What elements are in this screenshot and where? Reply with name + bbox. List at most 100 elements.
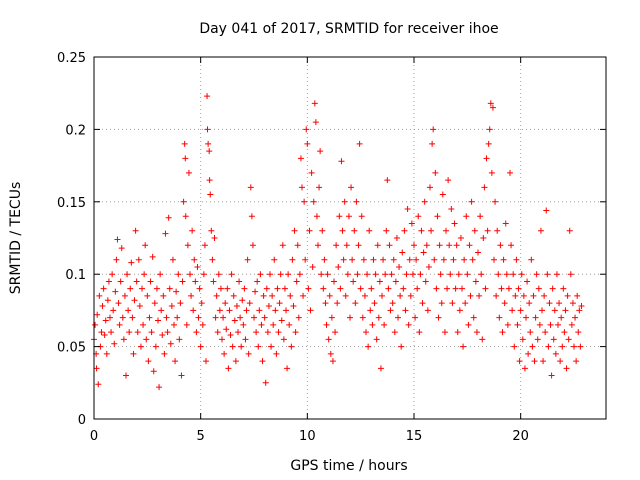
data-point	[465, 321, 472, 328]
data-point	[307, 307, 314, 314]
data-point	[166, 285, 173, 292]
data-point	[204, 93, 211, 100]
data-point	[502, 220, 509, 227]
data-point	[233, 303, 240, 310]
data-point	[573, 358, 580, 365]
data-point	[243, 307, 250, 314]
data-point	[407, 292, 414, 299]
data-point	[489, 104, 496, 111]
data-point	[429, 140, 436, 147]
x-axis-label: GPS time / hours	[290, 458, 407, 474]
data-point	[574, 292, 581, 299]
data-point	[118, 245, 125, 252]
data-point	[142, 242, 149, 249]
data-point	[174, 314, 181, 321]
data-point	[94, 311, 101, 318]
data-point	[507, 169, 513, 176]
data-point	[221, 350, 228, 357]
data-point	[96, 292, 103, 299]
data-point	[132, 227, 139, 234]
data-point	[533, 271, 540, 278]
data-point	[251, 314, 257, 321]
data-point	[350, 278, 357, 285]
data-point	[191, 256, 198, 263]
data-point	[445, 177, 452, 184]
data-point	[203, 358, 209, 365]
y-tick-label: 0.25	[57, 51, 86, 66]
data-point	[131, 297, 138, 304]
data-point	[144, 292, 151, 299]
data-point	[168, 303, 175, 310]
data-point	[104, 297, 111, 304]
data-point	[543, 207, 550, 214]
data-point	[434, 213, 441, 220]
data-point	[200, 271, 207, 278]
data-point	[525, 350, 532, 357]
data-point	[419, 300, 426, 307]
data-point	[566, 227, 573, 234]
data-point	[268, 343, 275, 350]
data-point	[212, 314, 219, 321]
data-point	[463, 213, 470, 220]
data-point	[253, 329, 260, 336]
data-point	[248, 213, 255, 220]
data-point	[192, 278, 199, 285]
data-point	[511, 343, 518, 350]
data-point	[318, 271, 325, 278]
data-point	[406, 256, 413, 263]
data-point	[214, 329, 221, 336]
data-point	[119, 314, 126, 321]
data-point	[357, 285, 364, 292]
data-point	[269, 292, 276, 299]
data-point	[343, 242, 350, 249]
data-point	[408, 220, 415, 227]
data-point	[390, 256, 397, 263]
data-point	[338, 158, 345, 165]
data-point	[127, 285, 134, 292]
data-point	[101, 332, 108, 339]
data-point	[348, 184, 355, 191]
x-tick-label: 15	[406, 429, 423, 444]
data-point	[510, 271, 517, 278]
data-point	[274, 285, 281, 292]
data-point	[449, 300, 456, 307]
data-point	[109, 271, 116, 278]
data-point	[334, 300, 341, 307]
data-point	[388, 271, 395, 278]
data-point	[335, 263, 342, 270]
data-point	[508, 242, 515, 249]
data-point	[159, 332, 166, 339]
data-point	[303, 126, 310, 133]
data-point	[245, 350, 252, 357]
data-point	[239, 297, 246, 304]
data-point	[345, 213, 352, 220]
data-point	[275, 329, 282, 336]
data-point	[381, 321, 388, 328]
data-point	[416, 329, 423, 336]
data-point	[537, 227, 544, 234]
data-point	[265, 303, 272, 310]
data-point	[560, 285, 567, 292]
data-point	[288, 343, 295, 350]
data-point	[156, 384, 163, 391]
data-point	[396, 263, 403, 270]
data-point	[215, 271, 222, 278]
data-point	[125, 307, 132, 314]
data-point	[290, 303, 297, 310]
data-point	[359, 314, 366, 321]
data-point	[284, 365, 291, 372]
data-point	[126, 329, 133, 336]
data-point	[133, 278, 140, 285]
data-point	[476, 292, 483, 299]
data-point	[110, 307, 117, 314]
data-point	[196, 285, 203, 292]
data-point	[255, 343, 262, 350]
data-point	[441, 329, 448, 336]
data-point	[184, 242, 191, 249]
data-point	[103, 350, 110, 357]
data-point	[369, 321, 376, 328]
data-point	[128, 259, 135, 266]
data-point	[470, 314, 477, 321]
data-point	[322, 300, 329, 307]
data-point	[557, 358, 564, 365]
